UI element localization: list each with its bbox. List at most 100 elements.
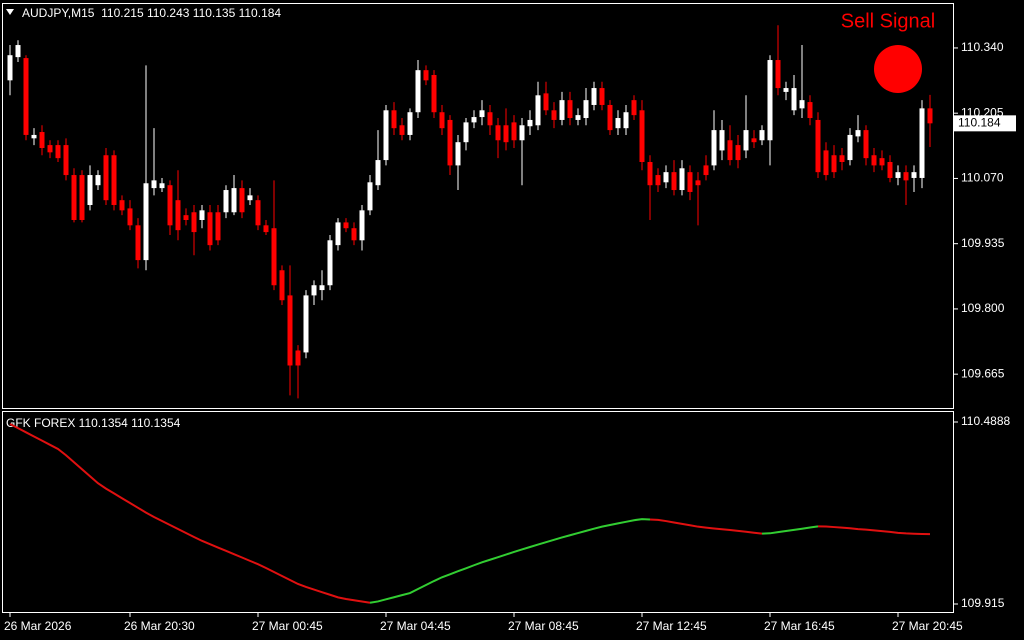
- y-tick-label: 109.800: [961, 301, 1005, 315]
- candle-body: [255, 200, 261, 226]
- candle-body: [103, 155, 109, 201]
- candle-body: [415, 70, 421, 113]
- candle-body: [767, 60, 773, 141]
- x-tick-label: 27 Mar 12:45: [636, 619, 707, 633]
- candle-body: [503, 125, 509, 143]
- candle-body: [327, 240, 333, 286]
- signal-label: Sell Signal: [841, 10, 936, 32]
- candle-body: [159, 183, 165, 189]
- x-tick-label: 26 Mar 20:30: [124, 619, 195, 633]
- candle-body: [887, 162, 893, 178]
- candle-body: [663, 172, 669, 183]
- candle-body: [631, 100, 637, 116]
- candle-body: [183, 215, 189, 220]
- candle-body: [367, 182, 373, 211]
- signal-icon: [874, 45, 922, 93]
- indicator-line: [9, 423, 931, 604]
- candle-body: [399, 125, 405, 135]
- candle-body: [15, 45, 21, 58]
- candle-body: [439, 112, 445, 129]
- candle-body: [199, 210, 205, 220]
- candle-body: [879, 158, 885, 166]
- candle-body: [919, 108, 925, 178]
- candle-body: [735, 145, 741, 161]
- candle-body: [79, 175, 85, 220]
- x-tick-label: 27 Mar 08:45: [508, 619, 579, 633]
- candle-body: [279, 270, 285, 301]
- candle-body: [231, 188, 237, 213]
- candle-body: [543, 93, 549, 111]
- indicator-line: [369, 518, 819, 604]
- candle-body: [87, 175, 93, 206]
- candle-body: [127, 208, 133, 226]
- candle-body: [575, 115, 581, 120]
- candle-body: [239, 188, 245, 213]
- candle-body: [607, 104, 613, 131]
- y-tick-label: 110.4888: [961, 414, 1010, 428]
- candle-body: [911, 172, 917, 178]
- candle-body: [31, 134, 37, 139]
- candle-body: [823, 150, 829, 176]
- candle-body: [447, 119, 453, 166]
- candle-body: [687, 172, 693, 192]
- candle-body: [263, 225, 269, 233]
- candle-body: [855, 130, 861, 137]
- candle-body: [271, 228, 277, 286]
- candle-body: [407, 112, 413, 135]
- candle-body: [463, 122, 469, 143]
- candle-body: [727, 140, 733, 161]
- candle-body: [711, 130, 717, 166]
- candle-body: [303, 295, 309, 353]
- y-tick-label: 110.070: [961, 171, 1004, 185]
- candle-body: [639, 110, 645, 163]
- candle-body: [807, 102, 813, 119]
- candle-body: [319, 285, 325, 291]
- candle-body: [143, 183, 149, 261]
- candle-body: [791, 88, 797, 111]
- indicator-pane: [2, 411, 954, 613]
- candle-body: [623, 112, 629, 129]
- candle-body: [71, 175, 77, 220]
- candle-body: [599, 88, 605, 105]
- candle-body: [567, 100, 573, 119]
- candle-body: [847, 134, 853, 161]
- chart-header: AUDJPY,M15 110.215 110.243 110.135 110.1…: [22, 6, 281, 20]
- candle-body: [23, 58, 29, 135]
- candle-body: [375, 160, 381, 186]
- candle-body: [895, 172, 901, 178]
- candle-body: [175, 200, 181, 231]
- candle-body: [191, 212, 197, 233]
- candle-body: [719, 130, 725, 151]
- candle-body: [583, 100, 589, 119]
- y-tick-label: 109.665: [961, 366, 1005, 380]
- candle-body: [47, 145, 53, 153]
- candle-body: [223, 190, 229, 213]
- menu-triangle[interactable]: [6, 9, 14, 15]
- candle-body: [703, 165, 709, 176]
- candle-body: [647, 162, 653, 186]
- candle-body: [743, 130, 749, 151]
- candle-body: [671, 172, 677, 191]
- candle-body: [927, 108, 933, 124]
- candle-body: [359, 210, 365, 241]
- candle-body: [247, 195, 253, 201]
- candle-body: [527, 119, 533, 127]
- candle-body: [391, 110, 397, 129]
- candle-body: [799, 100, 805, 109]
- candle-body: [111, 155, 117, 206]
- candle-body: [167, 185, 173, 226]
- x-tick-label: 26 Mar 2026: [4, 619, 72, 633]
- candle-body: [591, 88, 597, 105]
- candle-body: [455, 142, 461, 166]
- candle-body: [551, 110, 557, 120]
- candle-body: [151, 180, 157, 189]
- x-tick-label: 27 Mar 20:45: [892, 619, 963, 633]
- y-tick-label: 109.915: [961, 596, 1005, 610]
- candle-body: [63, 145, 69, 176]
- candle-body: [511, 122, 517, 141]
- candle-body: [335, 222, 341, 246]
